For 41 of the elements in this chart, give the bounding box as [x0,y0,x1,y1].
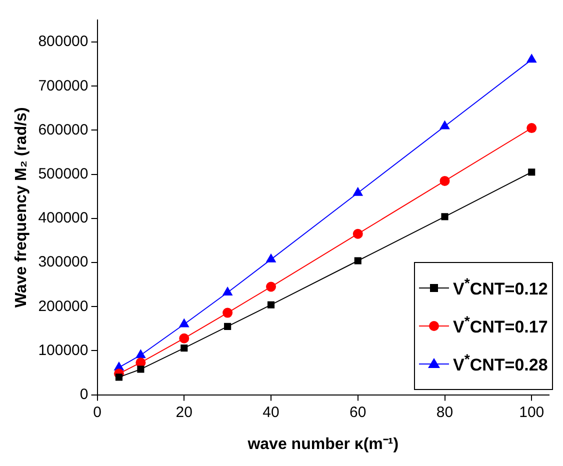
point [266,253,276,262]
point [441,213,448,220]
point [115,374,123,381]
y-tick-label: 600000 [38,121,88,138]
y-tick-label: 700000 [38,77,88,94]
point [440,120,450,130]
point [267,301,275,308]
y-tick-label: 100000 [38,342,88,359]
y-tick-label: 200000 [38,298,88,315]
point [528,168,536,176]
y-tick-label: 800000 [38,33,88,50]
point [526,54,537,63]
y-axis-title: Wave frequency M₂ (rad/s) [13,107,30,308]
legend-label: V$^{*}$CNT=0.17 [453,314,548,338]
y-tick-label: 400000 [38,210,88,227]
legend-label: V$^{*}$CNT=0.12 [453,276,548,300]
y-tick-label: 0 [80,386,88,403]
point [180,344,188,352]
point [266,282,276,292]
x-tick-label: 20 [176,404,192,421]
point [137,366,144,373]
point [178,318,190,328]
point [135,349,146,358]
y-tick-label: 500000 [38,165,88,182]
x-axis-title: wave number κ(m⁻¹) [246,436,399,453]
y-tick-label: 300000 [38,254,88,271]
legend-label: V$^{*}$CNT=0.28 [453,352,548,376]
x-tick-label: 0 [93,404,102,421]
point [224,322,232,330]
point [526,123,537,134]
point [440,176,450,186]
point [222,308,233,318]
x-tick-label: 40 [262,404,280,421]
x-tick-label: 80 [436,404,454,421]
x-tick-label: 100 [519,404,544,421]
point [352,228,363,239]
point [352,186,364,196]
point [354,257,362,264]
x-tick-label: 60 [350,404,366,421]
point [179,333,190,344]
point [222,286,233,296]
